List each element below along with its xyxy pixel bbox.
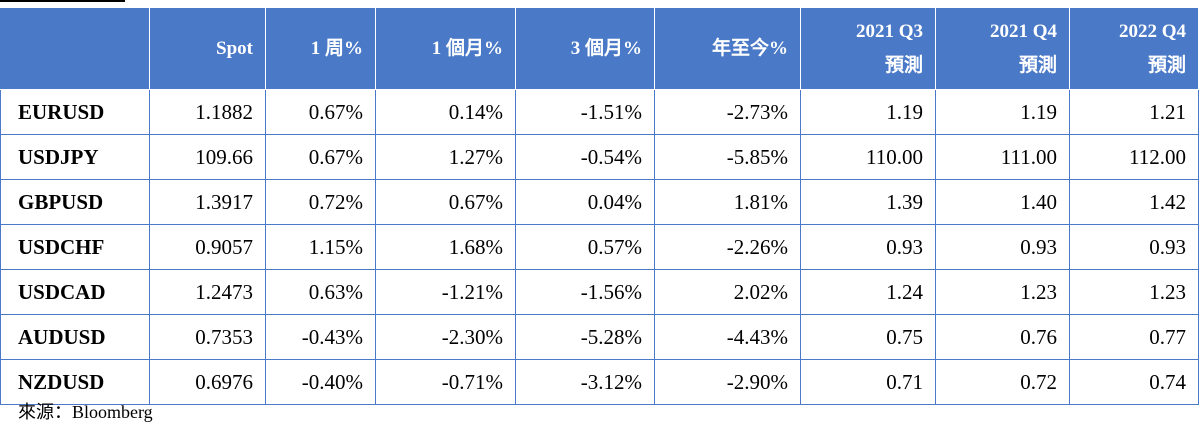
3m-cell: -5.28% <box>515 314 655 360</box>
spot-cell: 1.3917 <box>149 179 266 225</box>
ytd-cell: 1.81% <box>654 179 801 225</box>
ytd-cell: -2.73% <box>654 89 801 135</box>
pair-cell: GBPUSD <box>0 179 150 225</box>
spot-cell: 0.7353 <box>149 314 266 360</box>
pair-cell: USDCHF <box>0 224 150 270</box>
3m-cell: 0.57% <box>515 224 655 270</box>
1m-cell: -1.21% <box>375 269 516 315</box>
table-row: USDCHF 0.9057 1.15% 1.68% 0.57% -2.26% 0.93 0.9… <box>0 224 1199 270</box>
1w-cell: 1.15% <box>265 224 376 270</box>
header-cell-1w: 1 周% <box>265 7 376 90</box>
header-cell-2021q4: 2021 Q4 預測 <box>935 7 1070 90</box>
ytd-cell: -5.85% <box>654 134 801 180</box>
2021q4-cell: 0.93 <box>935 224 1070 270</box>
2021q3-cell: 0.93 <box>800 224 936 270</box>
1m-cell: 0.67% <box>375 179 516 225</box>
ytd-cell: -2.90% <box>654 359 801 405</box>
1w-cell: 0.63% <box>265 269 376 315</box>
pair-cell: USDCAD <box>0 269 150 315</box>
1w-cell: 0.72% <box>265 179 376 225</box>
3m-cell: -3.12% <box>515 359 655 405</box>
header-cell-2021q3: 2021 Q3 預測 <box>800 7 936 90</box>
1m-cell: 0.14% <box>375 89 516 135</box>
header-cell-2022q4: 2022 Q4 預測 <box>1069 7 1199 90</box>
header-cell-3m: 3 個月% <box>515 7 655 90</box>
pair-cell: NZDUSD <box>0 359 150 405</box>
2021q4-cell: 1.19 <box>935 89 1070 135</box>
1w-cell: -0.43% <box>265 314 376 360</box>
ytd-cell: -2.26% <box>654 224 801 270</box>
2021q3-cell: 1.39 <box>800 179 936 225</box>
2022q4-cell: 0.77 <box>1069 314 1199 360</box>
3m-cell: -1.51% <box>515 89 655 135</box>
spot-cell: 1.2473 <box>149 269 266 315</box>
1m-cell: -2.30% <box>375 314 516 360</box>
spot-cell: 109.66 <box>149 134 266 180</box>
2022q4-cell: 112.00 <box>1069 134 1199 180</box>
2022q4-cell: 0.93 <box>1069 224 1199 270</box>
table-row: GBPUSD 1.3917 0.72% 0.67% 0.04% 1.81% 1.39 1.40… <box>0 179 1199 225</box>
header-cell-1m: 1 個月% <box>375 7 516 90</box>
table-row: EURUSD 1.1882 0.67% 0.14% -1.51% -2.73% 1.19 1.… <box>0 89 1199 135</box>
3m-cell: -0.54% <box>515 134 655 180</box>
2021q4-cell: 0.72 <box>935 359 1070 405</box>
spot-cell: 0.9057 <box>149 224 266 270</box>
spot-cell: 1.1882 <box>149 89 266 135</box>
1w-cell: -0.40% <box>265 359 376 405</box>
source-note: 來源：Bloomberg <box>18 402 153 422</box>
2021q4-cell: 0.76 <box>935 314 1070 360</box>
pair-cell: USDJPY <box>0 134 150 180</box>
table-row: USDJPY 109.66 0.67% 1.27% -0.54% -5.85% 110.00… <box>0 134 1199 180</box>
3m-cell: -1.56% <box>515 269 655 315</box>
1m-cell: 1.27% <box>375 134 516 180</box>
table-row: NZDUSD 0.6976 -0.40% -0.71% -3.12% -2.90% 0.71… <box>0 359 1199 405</box>
2021q3-cell: 1.19 <box>800 89 936 135</box>
3m-cell: 0.04% <box>515 179 655 225</box>
2022q4-cell: 1.42 <box>1069 179 1199 225</box>
1w-cell: 0.67% <box>265 134 376 180</box>
table-row: AUDUSD 0.7353 -0.43% -2.30% -5.28% -4.43% 0.75… <box>0 314 1199 360</box>
2021q4-cell: 111.00 <box>935 134 1070 180</box>
spot-cell: 0.6976 <box>149 359 266 405</box>
pair-cell: AUDUSD <box>0 314 150 360</box>
2021q4-cell: 1.23 <box>935 269 1070 315</box>
2021q3-cell: 1.24 <box>800 269 936 315</box>
ytd-cell: -4.43% <box>654 314 801 360</box>
fx-forecast-table: Spot 1 周% 1 個月% 3 個月% 年至今% 2021 Q3 預測 202… <box>0 7 1199 405</box>
pair-cell: EURUSD <box>0 89 150 135</box>
2021q3-cell: 0.75 <box>800 314 936 360</box>
2022q4-cell: 0.74 <box>1069 359 1199 405</box>
1m-cell: -0.71% <box>375 359 516 405</box>
2021q3-cell: 0.71 <box>800 359 936 405</box>
table-row: USDCAD 1.2473 0.63% -1.21% -1.56% 2.02% 1.24 1.… <box>0 269 1199 315</box>
2021q3-cell: 110.00 <box>800 134 936 180</box>
header-cell-ytd: 年至今% <box>654 7 801 90</box>
header-row: Spot 1 周% 1 個月% 3 個月% 年至今% 2021 Q3 預測 202… <box>0 7 1199 90</box>
2022q4-cell: 1.21 <box>1069 89 1199 135</box>
2022q4-cell: 1.23 <box>1069 269 1199 315</box>
top-rule <box>0 0 125 2</box>
ytd-cell: 2.02% <box>654 269 801 315</box>
header-cell-pair <box>0 7 150 90</box>
2021q4-cell: 1.40 <box>935 179 1070 225</box>
1m-cell: 1.68% <box>375 224 516 270</box>
header-cell-spot: Spot <box>149 7 266 90</box>
1w-cell: 0.67% <box>265 89 376 135</box>
